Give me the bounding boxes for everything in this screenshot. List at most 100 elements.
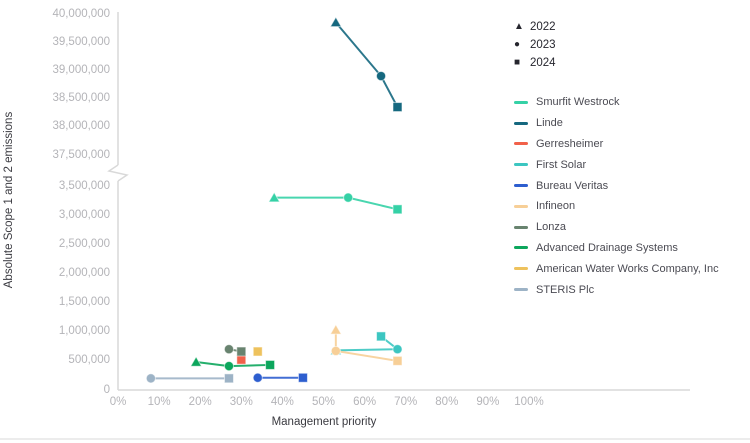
legend-color-swatch [514, 204, 528, 208]
bottom-divider [0, 438, 750, 440]
legend-item-linde: Linde [514, 113, 744, 134]
y-tick-label: 38,000,000 [52, 120, 110, 133]
legend-color-swatch [514, 267, 528, 271]
marker-smurfit-westrock-2022 [267, 191, 281, 203]
legend-company-label: Gerresheimer [536, 137, 604, 150]
legend-company-label: Smurfit Westrock [536, 96, 620, 109]
legend-item-lonza: Lonza [514, 217, 744, 238]
marker-infineon-2022 [329, 323, 343, 335]
legend-color-swatch [514, 100, 528, 104]
x-tick-label: 50% [311, 396, 336, 408]
square-marker-icon: ■ [514, 57, 521, 68]
y-tick-label: 2,500,000 [58, 237, 110, 250]
marker-american-water-works-company-inc-2024 [252, 346, 263, 357]
legend-item-american-water-works-company-inc: American Water Works Company, Inc [514, 258, 744, 279]
x-tick-label: 30% [229, 396, 253, 408]
series-line-smurfit-westrock [274, 196, 398, 211]
marker-first-solar-2024 [376, 331, 387, 342]
legend-year-2024: ■ 2024 [514, 54, 744, 72]
legend-company-label: STERIS Plc [536, 283, 595, 296]
legend-company-label: American Water Works Company, Inc [536, 262, 719, 275]
legend-color-swatch [514, 184, 528, 188]
legend-company-label: Advanced Drainage Systems [536, 241, 678, 254]
legend-item-first-solar: First Solar [514, 154, 744, 175]
marker-linde-2024 [392, 102, 403, 113]
marker-linde-2022 [329, 16, 343, 28]
y-tick-label: 37,500,000 [52, 148, 110, 161]
legend-companies: Smurfit Westrock Linde Gerresheimer First S… [514, 92, 744, 300]
legend-year-2022: ▲ 2022 [514, 18, 744, 36]
x-tick-label: 100% [514, 396, 544, 408]
marker-steris-plc-2023 [145, 373, 156, 384]
legend-color-swatch [514, 225, 528, 229]
marker-smurfit-westrock-2024 [392, 204, 403, 215]
marker-linde-2023 [375, 70, 387, 82]
x-tick-label: 90% [476, 396, 500, 408]
marker-infineon-2023 [330, 345, 341, 357]
x-tick-label: 80% [435, 396, 459, 408]
x-tick-label: 40% [270, 396, 294, 408]
x-tick-label: 0% [109, 396, 127, 408]
legend-item-infineon: Infineon [514, 196, 744, 217]
chart-legend: ▲ 2022 ● 2023 ■ 2024 Smurfit Westrock Linde Ger… [514, 18, 744, 300]
y-axis-title: Absolute Scope 1 and 2 emissions [3, 111, 15, 289]
legend-year-label: 2023 [530, 39, 556, 51]
marker-bureau-veritas-2023 [252, 372, 263, 383]
legend-year-markers: ▲ 2022 ● 2023 ■ 2024 [514, 18, 744, 72]
y-tick-label: 1,500,000 [58, 296, 110, 309]
legend-item-gerresheimer: Gerresheimer [514, 134, 744, 155]
legend-color-swatch [514, 288, 528, 292]
legend-color-swatch [514, 246, 528, 250]
legend-company-label: Linde [536, 117, 563, 130]
legend-color-swatch [514, 142, 528, 146]
y-axis-break-mark [107, 164, 129, 182]
series-line-linde [335, 21, 399, 108]
legend-year-2023: ● 2023 [514, 36, 744, 54]
legend-year-label: 2022 [530, 21, 556, 33]
legend-year-label: 2024 [530, 57, 556, 69]
y-tick-label: 40,000,000 [52, 7, 110, 20]
x-tick-label: 60% [353, 396, 377, 408]
marker-gerresheimer-2024 [236, 354, 247, 365]
legend-item-smurfit-westrock: Smurfit Westrock [514, 92, 744, 113]
y-tick-label: 0 [103, 383, 110, 396]
x-tick-label: 10% [147, 396, 171, 408]
y-tick-label: 39,000,000 [52, 63, 110, 76]
series-line-infineon [334, 329, 398, 362]
y-tick-label: 3,500,000 [58, 179, 110, 192]
x-axis-title: Management priority [271, 416, 377, 428]
data-series [145, 16, 403, 384]
marker-steris-plc-2024 [223, 373, 234, 384]
legend-color-swatch [514, 121, 528, 125]
x-tick-label: 70% [394, 396, 418, 408]
legend-company-label: Infineon [536, 200, 576, 213]
marker-lonza-2023 [223, 344, 235, 355]
marker-first-solar-2023 [392, 344, 403, 355]
marker-bureau-veritas-2024 [297, 372, 308, 383]
legend-item-advanced-drainage-systems: Advanced Drainage Systems [514, 238, 744, 259]
marker-advanced-drainage-systems-2022 [189, 355, 203, 367]
y-tick-label: 38,500,000 [52, 92, 110, 105]
y-tick-label: 500,000 [68, 354, 110, 367]
triangle-marker-icon: ▲ [514, 21, 524, 32]
marker-lonza-2024 [236, 346, 247, 357]
marker-advanced-drainage-systems-2024 [265, 359, 276, 370]
y-tick-label: 3,000,000 [58, 208, 110, 221]
y-tick-label: 2,000,000 [58, 266, 110, 279]
marker-advanced-drainage-systems-2023 [223, 361, 235, 372]
legend-company-label: First Solar [536, 158, 587, 171]
legend-company-label: Bureau Veritas [536, 179, 609, 192]
series-line-first-solar [335, 335, 401, 352]
legend-item-steris-plc: STERIS Plc [514, 279, 744, 300]
marker-infineon-2024 [392, 355, 403, 366]
legend-color-swatch [514, 163, 528, 167]
legend-gap [514, 72, 744, 92]
circle-marker-icon: ● [514, 39, 521, 50]
legend-item-bureau-veritas: Bureau Veritas [514, 175, 744, 196]
y-tick-label: 39,500,000 [52, 35, 110, 48]
y-tick-label: 1,000,000 [58, 325, 110, 338]
marker-smurfit-westrock-2023 [343, 192, 354, 203]
axes [107, 12, 690, 391]
